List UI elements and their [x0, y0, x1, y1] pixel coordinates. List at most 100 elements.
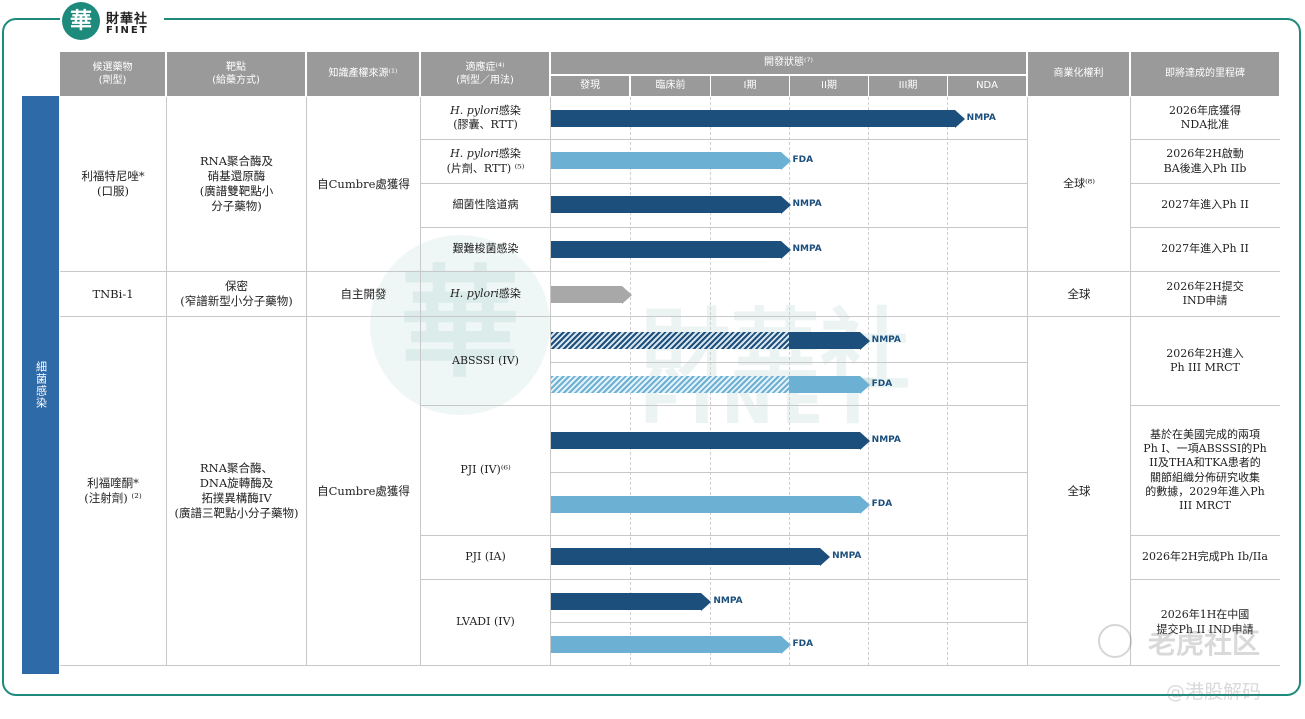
drug-rights: 全球 [1067, 286, 1091, 301]
drug-name: 利福特尼唑* (口服) [81, 169, 145, 198]
column-divider [420, 97, 421, 665]
drug-rights: 全球⁽⁸⁾ [1063, 176, 1095, 190]
indication-pathogen: H. pylori [450, 103, 499, 117]
progress-bar [551, 241, 781, 258]
progress-bar-label: FDA [871, 499, 893, 509]
milestone: 基於在美國完成的兩項 Ph I、一項ABSSSI的Ph II及THA和TKA患者… [1143, 427, 1267, 513]
progress-bar-label: FDA [792, 155, 814, 165]
progress-bar-label: FDA [792, 639, 814, 649]
row-divider [420, 183, 1027, 184]
indication-text: 感染 (膠囊、RTT) [453, 103, 521, 131]
drug-ip: 自Cumbre處獲得 [317, 176, 410, 191]
logo-name-en: FINET [106, 25, 149, 36]
row-divider [420, 139, 1027, 140]
logo-name-cn: 財華社 [106, 12, 149, 27]
row-divider [420, 227, 1027, 228]
progress-bar-arrow [701, 592, 712, 611]
indication: H. pylori感染 [421, 272, 550, 316]
stage-header: 臨床前 [631, 76, 710, 96]
indication: PJI (IV)⁽⁶⁾ [421, 406, 550, 535]
header-milestone: 即將達成的里程碑 [1131, 52, 1279, 96]
indication: ABSSSI (IV) [421, 317, 550, 405]
header-candidate: 候選藥物 (劑型) [60, 52, 165, 96]
progress-bar-label: NMPA [792, 244, 822, 254]
stage-header: NDA [948, 76, 1026, 96]
drug-name: TNBi-1 [92, 286, 134, 301]
progress-bar [551, 196, 781, 213]
indication-text: PJI (IA) [465, 550, 506, 564]
stage-header: III期 [869, 76, 947, 96]
progress-bar [551, 548, 821, 565]
indication: H. pylori感染 (膠囊、RTT) [421, 97, 550, 139]
milestone: 2026年2H啟動 BA後進入Ph IIb [1163, 147, 1247, 175]
column-divider [166, 97, 167, 665]
milestone: 2026年底獲得 NDA批准 [1169, 103, 1241, 131]
indication: LVADI (IV) [421, 580, 550, 665]
stage-divider [947, 97, 948, 665]
indication-text: 細菌性陰道病 [452, 198, 519, 212]
indication-text: 艱難梭菌感染 [452, 242, 519, 256]
row-divider [60, 271, 1280, 272]
progress-bar [551, 432, 860, 449]
progress-bar-arrow [859, 375, 870, 394]
drug-rights: 全球 [1067, 483, 1091, 498]
milestone: 2026年2H完成Ph Ib/IIa [1142, 550, 1268, 564]
drug-target: RNA聚合酶、 DNA旋轉酶及 拓撲異構酶IV (廣譜三靶點小分子藥物) [174, 461, 299, 520]
progress-bar [551, 286, 623, 303]
progress-bar [788, 376, 860, 393]
progress-bar-arrow [954, 109, 965, 128]
drug-name: 利福喹酮* (注射劑) ⁽²⁾ [84, 476, 142, 505]
progress-bar-arrow [780, 240, 791, 259]
indication: PJI (IA) [421, 536, 550, 579]
indication: H. pylori感染 (片劑、RTT) ⁽⁵⁾ [421, 140, 550, 183]
milestone: 2026年2H進入 Ph III MRCT [1166, 346, 1244, 374]
row-divider [1130, 227, 1280, 228]
progress-bar [551, 593, 702, 610]
row-divider [60, 316, 1280, 317]
milestone: 2026年2H提交 IND申請 [1166, 279, 1244, 307]
progress-bar-hatched [551, 332, 789, 349]
drug-target: RNA聚合酶及 硝基還原酶 (廣譜雙靶點小 分子藥物) [199, 154, 274, 213]
progress-bar-arrow [780, 195, 791, 214]
header-ip: 知識產權來源⁽¹⁾ [307, 52, 419, 96]
logo-mark: 華 [62, 2, 100, 40]
milestone: 2027年進入Ph II [1161, 198, 1249, 212]
indication-pathogen: H. pylori [450, 147, 499, 161]
column-divider [1130, 97, 1131, 665]
progress-bar-arrow [622, 285, 633, 304]
indication: 艱難梭菌感染 [421, 228, 550, 271]
progress-bar [551, 636, 781, 653]
indication-pathogen: H. pylori [450, 286, 499, 300]
progress-bar-arrow [820, 547, 831, 566]
progress-bar-label: FDA [871, 379, 893, 389]
progress-bar-label: NMPA [871, 435, 901, 445]
row-divider [420, 579, 1027, 580]
progress-bar [788, 332, 860, 349]
progress-bar-hatched [551, 376, 789, 393]
stage-header: 發現 [551, 76, 629, 96]
progress-bar-label: NMPA [713, 596, 743, 606]
milestone: 2026年1H在中國 提交Ph II IND申請 [1156, 608, 1254, 636]
row-divider [60, 665, 1280, 666]
progress-bar-label: NMPA [966, 113, 996, 123]
stage-header: II期 [790, 76, 868, 96]
drug-ip: 自Cumbre處獲得 [317, 483, 410, 498]
header-indication: 適應症⁽⁴⁾ (劑型／用法) [421, 52, 549, 96]
progress-bar-arrow [859, 331, 870, 350]
header-status: 開發狀態⁽⁷⁾ [551, 52, 1026, 74]
row-divider [1130, 183, 1280, 184]
stage-header: I期 [711, 76, 789, 96]
progress-bar-label: NMPA [871, 335, 901, 345]
indication-text: LVADI (IV) [456, 615, 515, 629]
progress-bar [551, 496, 860, 513]
page-frame [2, 18, 1301, 696]
drug-ip: 自主開發 [340, 286, 387, 301]
row-divider [1130, 535, 1280, 536]
progress-bar [551, 110, 955, 127]
header-commercial: 商業化權利 [1028, 52, 1129, 96]
row-divider [550, 622, 1027, 623]
row-divider [420, 405, 1027, 406]
row-divider [1130, 405, 1280, 406]
column-divider [306, 97, 307, 665]
progress-bar-arrow [859, 431, 870, 450]
